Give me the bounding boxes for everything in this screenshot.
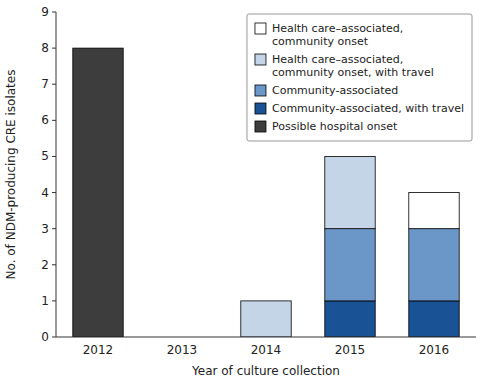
bar-segment bbox=[325, 156, 375, 228]
legend-label: Possible hospital onset bbox=[272, 120, 398, 133]
legend-label: Community-associated bbox=[272, 84, 398, 97]
legend-label: Health care–associated,community onset, … bbox=[272, 53, 434, 79]
legend-label-line: Community-associated, with travel bbox=[272, 102, 464, 115]
y-tick-label: 9 bbox=[41, 5, 49, 19]
bar-segment bbox=[409, 229, 459, 301]
legend-label-line: Health care–associated, bbox=[272, 53, 403, 66]
y-tick-label: 6 bbox=[41, 113, 49, 127]
y-tick-label: 2 bbox=[41, 258, 49, 272]
bar-segment bbox=[325, 156, 375, 157]
bar-segment bbox=[409, 193, 459, 229]
bar-segment bbox=[325, 301, 375, 337]
y-tick bbox=[52, 192, 56, 193]
y-tick bbox=[52, 264, 56, 265]
bar-segment bbox=[73, 48, 123, 49]
y-tick bbox=[52, 300, 56, 301]
x-tick-label: 2015 bbox=[335, 343, 366, 357]
x-tick-label: 2014 bbox=[251, 343, 282, 357]
legend-label-line: community onset bbox=[272, 35, 369, 48]
chart: 0 1 2 3 4 5 6 7 8 9 2012 2013 2014 2015 2016 Year of cu… bbox=[0, 0, 488, 383]
y-tick-label: 4 bbox=[41, 186, 49, 200]
legend-label-line: Community-associated bbox=[272, 84, 398, 97]
bar-segment bbox=[409, 301, 459, 337]
y-tick bbox=[52, 48, 56, 49]
legend-items: Health care–associated,community onsetHe… bbox=[255, 22, 464, 133]
bar-segment bbox=[325, 229, 375, 301]
bar-segment bbox=[73, 48, 123, 337]
y-tick bbox=[52, 156, 56, 157]
bar-segment bbox=[241, 301, 291, 337]
y-tick-label: 8 bbox=[41, 41, 49, 55]
y-axis-label: No. of NDM-producing CRE isolates bbox=[4, 70, 18, 280]
legend-swatch bbox=[255, 121, 266, 132]
legend-label-line: community onset, with travel bbox=[272, 66, 434, 79]
y-tick bbox=[52, 84, 56, 85]
legend-label-line: Health care–associated, bbox=[272, 22, 403, 35]
x-axis-label: Year of culture collection bbox=[191, 364, 340, 378]
bar-segment bbox=[241, 300, 291, 301]
y-tick bbox=[52, 12, 56, 13]
y-tick-label: 1 bbox=[41, 294, 49, 308]
legend-swatch bbox=[255, 54, 266, 65]
y-tick-label: 0 bbox=[41, 330, 49, 344]
y-tick bbox=[52, 120, 56, 121]
legend-label-line: Possible hospital onset bbox=[272, 120, 398, 133]
legend: Health care–associated,community onsetHe… bbox=[247, 14, 472, 141]
y-tick bbox=[52, 228, 56, 229]
y-tick-label: 3 bbox=[41, 222, 49, 236]
legend-swatch bbox=[255, 85, 266, 96]
y-tick-label: 5 bbox=[41, 149, 49, 163]
legend-frame bbox=[247, 14, 472, 141]
bar-segment bbox=[73, 48, 123, 49]
bar-segment bbox=[73, 48, 123, 49]
legend-label: Health care–associated,community onset bbox=[272, 22, 403, 48]
legend-label: Community-associated, with travel bbox=[272, 102, 464, 115]
y-tick bbox=[52, 337, 56, 338]
bar-segment bbox=[73, 48, 123, 49]
legend-swatch bbox=[255, 23, 266, 34]
y-tick-label: 7 bbox=[41, 77, 49, 91]
x-tick-label: 2016 bbox=[419, 343, 450, 357]
legend-swatch bbox=[255, 103, 266, 114]
x-axis-line bbox=[56, 337, 476, 338]
x-tick-label: 2012 bbox=[83, 343, 114, 357]
x-tick-label: 2013 bbox=[167, 343, 198, 357]
y-axis-line bbox=[56, 12, 57, 337]
